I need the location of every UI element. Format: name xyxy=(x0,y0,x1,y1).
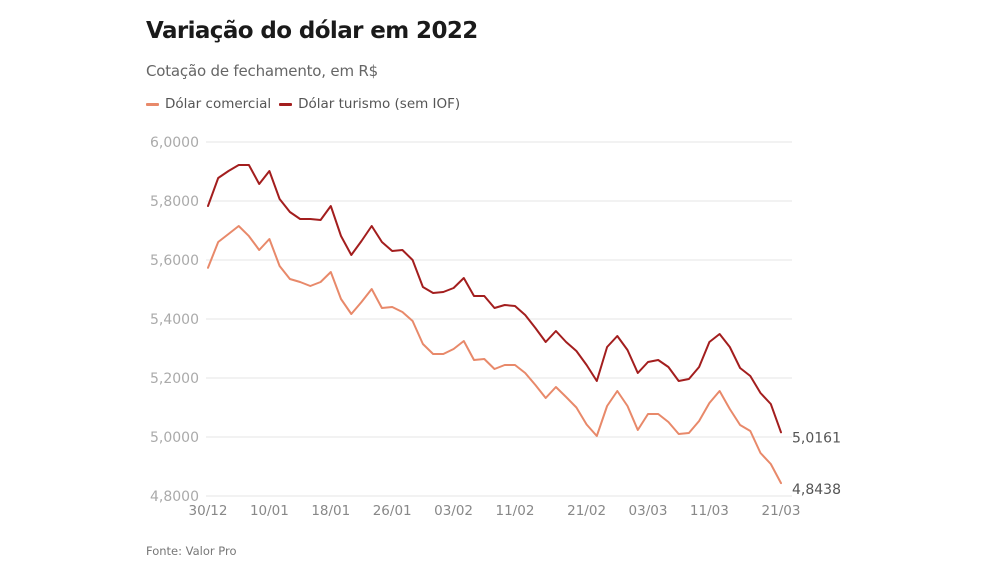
chart-title: Variação do dólar em 2022 xyxy=(146,18,478,44)
y-tick-label: 5,6000 xyxy=(150,253,199,269)
y-tick-label: 5,0000 xyxy=(150,430,199,446)
x-tick-label: 10/01 xyxy=(250,503,289,519)
legend-label-comercial: Dólar comercial xyxy=(165,96,272,112)
x-axis: 30/12 10/01 18/01 26/01 03/02 11/02 21/02 03/03… xyxy=(189,503,801,519)
x-tick-label: 11/03 xyxy=(690,503,729,519)
legend-label-turismo: Dólar turismo (sem IOF) xyxy=(298,96,461,112)
legend-item-comercial: Dólar comercial xyxy=(146,96,271,112)
y-tick-label: 5,2000 xyxy=(150,371,199,387)
series-lines xyxy=(207,164,782,485)
end-labels: 5,0161 4,8438 xyxy=(792,430,841,498)
x-tick-label: 18/01 xyxy=(311,503,350,519)
x-tick-label: 30/12 xyxy=(189,503,228,519)
legend-item-turismo: Dólar turismo (sem IOF) xyxy=(279,96,460,112)
series-line-turismo xyxy=(207,164,782,434)
series-comercial xyxy=(207,225,782,485)
source-note: Fonte: Valor Pro xyxy=(146,544,237,558)
x-tick-label: 21/02 xyxy=(567,503,606,519)
y-tick-label: 6,0000 xyxy=(150,135,199,151)
series-line-comercial xyxy=(207,225,782,485)
y-tick-label: 5,8000 xyxy=(150,194,199,210)
y-axis: 6,0000 5,8000 5,6000 5,4000 5,2000 5,0000 4,80… xyxy=(150,135,199,505)
legend: Dólar comercial Dólar turismo (sem IOF) xyxy=(146,96,468,112)
y-tick-label: 5,4000 xyxy=(150,312,199,328)
legend-swatch-turismo xyxy=(279,102,293,106)
gridlines xyxy=(206,141,792,497)
x-tick-label: 11/02 xyxy=(496,503,535,519)
legend-swatch-comercial xyxy=(146,102,159,106)
end-label-turismo: 5,0161 xyxy=(792,430,841,446)
x-tick-label: 03/02 xyxy=(434,503,473,519)
x-tick-label: 21/03 xyxy=(762,503,801,519)
end-label-comercial: 4,8438 xyxy=(792,482,841,498)
x-tick-label: 26/01 xyxy=(373,503,412,519)
chart-subtitle: Cotação de fechamento, em R$ xyxy=(146,62,378,80)
series-turismo xyxy=(207,164,782,434)
y-tick-label: 4,8000 xyxy=(150,489,199,505)
x-tick-label: 03/03 xyxy=(629,503,668,519)
